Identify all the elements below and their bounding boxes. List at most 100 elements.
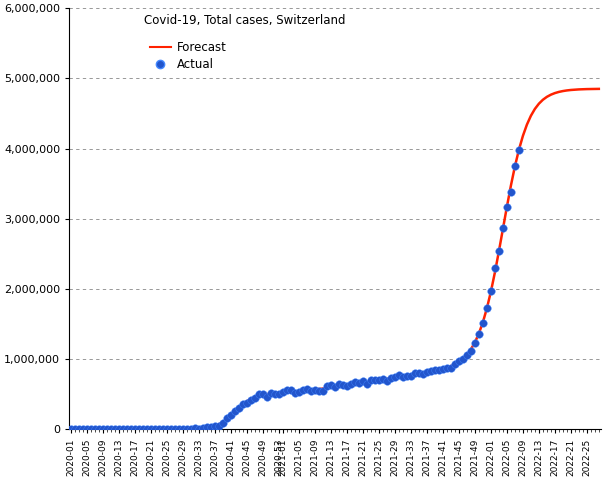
Point [482,304,492,312]
Point [514,146,524,154]
Point [326,381,336,389]
Text: Covid-19, Total cases, Switzerland: Covid-19, Total cases, Switzerland [144,14,345,27]
Point [270,390,280,398]
Point [82,425,92,433]
Point [298,386,308,394]
Point [394,372,404,379]
Point [354,379,364,387]
Point [382,377,392,384]
Point [234,404,244,411]
Point [159,425,168,433]
Point [263,393,272,401]
Point [466,347,476,355]
Point [422,368,432,375]
Point [458,355,468,362]
Point [334,381,344,388]
Point [494,247,504,254]
Point [142,425,152,433]
Point [474,330,484,338]
Point [174,425,184,433]
Point [211,422,220,430]
Point [91,425,100,433]
Point [486,287,495,294]
Point [166,425,176,433]
Point [226,411,236,419]
Point [362,380,372,388]
Point [178,425,188,433]
Point [74,425,84,433]
Point [502,203,512,211]
Point [450,360,460,368]
Point [470,339,480,347]
Legend: Forecast, Actual: Forecast, Actual [149,41,227,71]
Point [70,425,80,433]
Point [206,424,216,432]
Point [246,396,256,404]
Point [454,358,464,365]
Point [243,399,252,407]
Point [171,425,180,433]
Point [366,377,376,384]
Point [350,379,360,386]
Point [111,425,120,433]
Point [418,370,428,377]
Point [406,372,416,379]
Point [154,425,164,433]
Point [358,377,368,385]
Point [442,364,452,372]
Point [254,390,264,398]
Point [446,364,456,372]
Point [186,425,196,433]
Point [67,425,76,433]
Point [490,264,500,272]
Point [386,374,396,382]
Point [218,420,228,427]
Point [426,368,436,375]
Point [342,383,352,390]
Point [106,425,116,433]
Point [87,425,96,433]
Point [126,425,136,433]
Point [302,385,312,393]
Point [231,408,240,415]
Point [278,388,288,396]
Point [390,373,400,381]
Point [398,373,408,381]
Point [202,423,212,431]
Point [330,383,340,391]
Point [131,425,140,433]
Point [370,377,380,384]
Point [290,389,300,397]
Point [194,425,204,432]
Point [338,381,348,389]
Point [122,425,132,433]
Point [114,425,124,433]
Point [438,365,448,373]
Point [94,425,104,433]
Point [286,386,296,394]
Point [198,425,208,432]
Point [214,422,224,430]
Point [318,387,328,395]
Point [294,388,304,396]
Point [119,425,128,433]
Point [250,394,260,401]
Point [414,370,424,377]
Point [314,387,324,395]
Point [79,425,88,433]
Point [139,425,148,433]
Point [498,224,508,232]
Point [510,163,520,170]
Point [182,425,192,433]
Point [374,376,384,384]
Point [402,372,412,380]
Point [410,370,420,377]
Point [162,425,172,433]
Point [462,351,472,359]
Point [102,425,112,433]
Point [306,387,316,395]
Point [258,390,268,398]
Point [191,424,200,432]
Point [346,380,356,388]
Point [151,425,160,433]
